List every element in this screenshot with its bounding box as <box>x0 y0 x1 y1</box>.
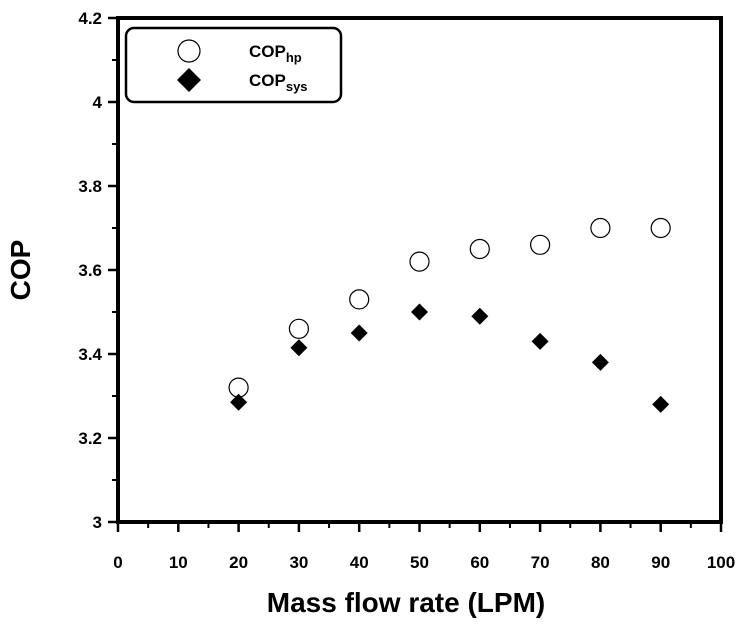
data-point-cop-hp <box>650 217 671 239</box>
legend-label-sub: sys <box>286 79 308 94</box>
x-tick-label: 40 <box>350 553 369 572</box>
legend-marker-open-circle <box>177 39 201 63</box>
data-point-cop-sys <box>230 393 248 411</box>
x-tick-label: 0 <box>113 553 122 572</box>
y-tick-label: 4.2 <box>78 9 102 28</box>
x-tick-label: 70 <box>531 553 550 572</box>
x-tick-label: 50 <box>410 553 429 572</box>
x-axis-ticks: 0 10 20 30 40 50 60 70 80 90 100 <box>113 522 735 572</box>
data-point-cop-sys <box>471 307 489 325</box>
legend-box <box>124 26 343 104</box>
data-point-cop-hp <box>529 234 551 255</box>
x-tick-label: 90 <box>651 553 670 572</box>
x-tick-label: 60 <box>470 553 489 572</box>
y-tick-label: 3.2 <box>78 429 102 448</box>
series-layer <box>228 217 671 413</box>
data-point-cop-hp <box>590 217 611 239</box>
legend-label-main: COP <box>249 71 286 90</box>
y-axis-ticks: 3 3.2 3.4 3.6 3.8 4 4.2 <box>78 9 118 532</box>
x-tick-label: 20 <box>229 553 248 572</box>
legend-marker-filled-diamond <box>177 68 201 92</box>
data-point-cop-sys <box>411 303 428 321</box>
legend-label-main: COP <box>249 42 286 61</box>
data-point-cop-hp <box>469 238 490 260</box>
legend-entry-cop-sys: COPsys <box>249 71 308 94</box>
y-tick-label: 3.8 <box>78 177 102 196</box>
y-tick-label: 4 <box>93 93 103 112</box>
data-point-cop-sys <box>531 332 549 350</box>
legend-entry-cop-hp: COPhp <box>249 42 302 65</box>
y-tick-label: 3.4 <box>78 345 102 364</box>
data-point-cop-hp <box>349 289 370 310</box>
data-point-cop-hp <box>288 318 309 339</box>
y-tick-label: 3.6 <box>78 261 102 280</box>
legend: COPhp COPsys <box>124 26 343 104</box>
data-point-cop-sys <box>652 395 670 413</box>
x-tick-label: 100 <box>707 553 735 572</box>
data-point-cop-hp <box>409 251 430 272</box>
x-tick-label: 80 <box>591 553 610 572</box>
x-axis-title: Mass flow rate (LPM) <box>267 587 545 618</box>
data-point-cop-sys <box>591 353 609 371</box>
y-tick-label: 3 <box>93 513 102 532</box>
x-tick-label: 30 <box>289 553 308 572</box>
data-point-cop-sys <box>290 339 308 357</box>
y-axis-title: COP <box>5 240 36 301</box>
data-point-cop-sys <box>350 324 368 342</box>
x-tick-label: 10 <box>169 553 188 572</box>
legend-label-sub: hp <box>286 50 302 65</box>
